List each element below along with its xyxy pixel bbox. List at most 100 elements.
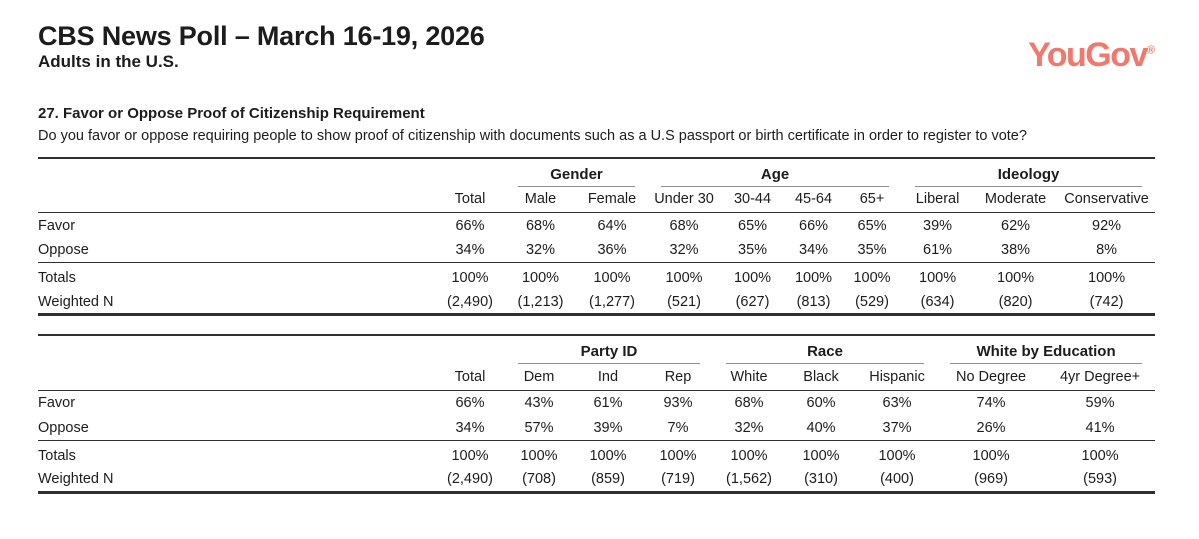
table-cell: 35%: [720, 237, 786, 264]
table-cell: 34%: [435, 237, 505, 264]
table-cell: 39%: [923, 217, 953, 234]
table-cell: 59%: [1085, 395, 1115, 412]
table-cell: (593): [1083, 471, 1117, 488]
column-header-liberal: Liberal: [902, 186, 974, 214]
page-subtitle: Adults in the U.S.: [38, 51, 179, 71]
table-cell: 63%: [882, 395, 912, 412]
table-cell: 100%: [853, 270, 891, 287]
table-cell: (2,490): [447, 293, 493, 310]
column-header-male: Male: [505, 186, 576, 214]
table-cell: 100%: [593, 270, 631, 287]
table-cell: 57%: [505, 415, 573, 441]
table-cell: 61%: [902, 237, 974, 264]
table-cell: 100%: [451, 270, 489, 287]
table-row-weighted-n: Weighted N (2,490) (1,213) (1,277) (521) (627…: [38, 290, 1155, 315]
group-header-spacer: [38, 158, 505, 187]
group-header-age: Age: [648, 158, 902, 187]
table-cell: 34%: [785, 237, 843, 264]
table-cell: 74%: [976, 395, 1006, 412]
table-cell: 100%: [730, 447, 768, 464]
table-cell: (719): [661, 471, 695, 488]
group-header-spacer: [38, 335, 505, 364]
column-header-under-30: Under 30: [648, 186, 721, 214]
table-cell: 100%: [665, 270, 703, 287]
column-header-spacer: [38, 364, 435, 391]
column-header-total: Total: [435, 186, 505, 214]
table-cell: (529): [855, 293, 889, 310]
crosstab-table-party-race-education: Party ID Race White by Education Total Dem In…: [38, 334, 1156, 494]
row-label: Totals: [38, 447, 76, 464]
row-label: Weighted N: [38, 471, 114, 488]
table-cell: 32%: [648, 237, 721, 264]
table-row-favor: Favor 66% 43% 61% 93% 68% 60% 63% 74% 59%: [38, 390, 1155, 415]
column-header-45-64: 45-64: [785, 186, 843, 214]
column-header-30-44: 30-44: [720, 186, 786, 214]
table-cell: (310): [804, 471, 838, 488]
column-header-4yr-degree-: 4yr Degree+: [1045, 364, 1156, 391]
table-cell: 100%: [878, 447, 916, 464]
table-cell: (1,213): [517, 293, 564, 310]
question-block: 27. Favor or Oppose Proof of Citizenship…: [38, 105, 1155, 145]
crosstab-table-gender-age-ideology: Gender Age Ideology Total Male Female Under 30…: [38, 156, 1156, 317]
table-cell: 43%: [524, 395, 554, 412]
table-cell: 100%: [972, 447, 1010, 464]
table-cell: 40%: [785, 415, 858, 441]
table-cell: 100%: [589, 447, 627, 464]
column-header-no-degree: No Degree: [937, 364, 1046, 391]
table-cell: 68%: [734, 395, 764, 412]
table-cell: 92%: [1092, 217, 1122, 234]
table-cell: 100%: [802, 447, 840, 464]
column-header-female: Female: [576, 186, 649, 214]
table-cell: 100%: [919, 270, 957, 287]
table-cell: 100%: [997, 270, 1035, 287]
table-cell: 100%: [659, 447, 697, 464]
column-header-moderate: Moderate: [973, 186, 1059, 214]
table-cell: 100%: [794, 270, 833, 287]
group-header-gender: Gender: [505, 158, 648, 187]
table-cell: 37%: [857, 415, 938, 441]
column-header-hispanic: Hispanic: [857, 364, 938, 391]
table-cell: 34%: [435, 415, 505, 441]
table-cell: 35%: [842, 237, 903, 264]
page-title: CBS News Poll – March 16-19, 2026: [38, 21, 485, 51]
column-header-ind: Ind: [573, 364, 643, 391]
table-row-totals: Totals 100% 100% 100% 100% 100% 100% 100% 100% 10…: [38, 263, 1155, 290]
registered-trademark-icon: ®: [1146, 44, 1155, 57]
table-cell: (634): [920, 293, 955, 310]
column-header-dem: Dem: [505, 364, 573, 391]
column-header-spacer: [38, 186, 435, 214]
table-cell: 100%: [520, 447, 558, 464]
question-heading: 27. Favor or Oppose Proof of Citizenship…: [38, 105, 425, 122]
question-text: Do you favor or oppose requiring people …: [38, 127, 1027, 144]
table-cell: 7%: [643, 415, 714, 441]
document-header: CBS News Poll – March 16-19, 2026 Adults…: [38, 21, 1155, 75]
table-cell: (1,562): [726, 471, 772, 488]
table-row-weighted-n: Weighted N (2,490) (708) (859) (719) (1,562) (…: [38, 467, 1155, 492]
table-cell: 38%: [973, 237, 1059, 264]
table-cell: 39%: [573, 415, 643, 441]
table-cell: 32%: [505, 237, 576, 264]
group-header-race: Race: [713, 335, 937, 365]
table-cell: (820): [998, 293, 1033, 310]
column-header-total: Total: [435, 364, 505, 391]
table-cell: 100%: [451, 447, 489, 464]
table-cell: 68%: [669, 217, 699, 234]
row-label: Weighted N: [38, 293, 114, 310]
table-cell: 93%: [663, 395, 693, 412]
column-header-black: Black: [785, 364, 858, 391]
table-cell: 26%: [937, 415, 1046, 441]
table-cell: (627): [735, 293, 770, 310]
table-row-favor: Favor 66% 68% 64% 68% 65% 66% 65% 39% 62% 92%: [38, 213, 1155, 238]
table-cell: 32%: [713, 415, 786, 441]
table-row-oppose: Oppose 34% 32% 36% 32% 35% 34% 35% 61% 38% 8%: [38, 237, 1156, 264]
table-cell: 36%: [576, 237, 649, 264]
title-block: CBS News Poll – March 16-19, 2026 Adults…: [38, 21, 485, 71]
group-header-party-id: Party ID: [505, 335, 713, 365]
table-cell: 61%: [593, 395, 623, 412]
column-header-conservative: Conservative: [1058, 186, 1156, 214]
table-cell: (400): [880, 471, 914, 488]
table-row-oppose: Oppose 34% 57% 39% 7% 32% 40% 37% 26% 41%: [38, 415, 1156, 441]
table-cell: (742): [1089, 293, 1124, 310]
table-cell: 68%: [525, 217, 556, 234]
